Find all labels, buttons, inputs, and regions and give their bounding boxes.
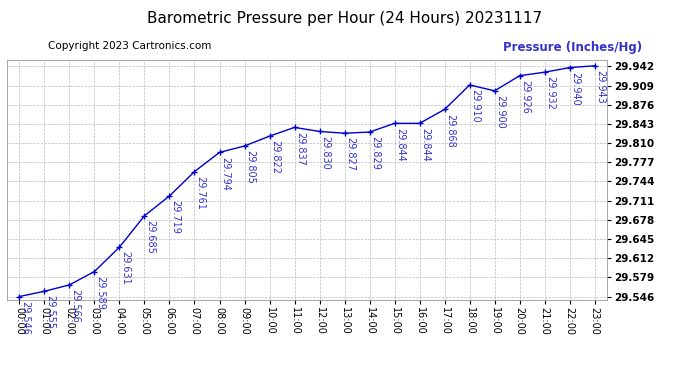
Text: 29.794: 29.794: [220, 157, 230, 190]
Text: 29.844: 29.844: [395, 128, 405, 161]
Text: 29.685: 29.685: [145, 220, 155, 254]
Text: 29.546: 29.546: [20, 301, 30, 334]
Text: 29.761: 29.761: [195, 176, 205, 210]
Text: 29.555: 29.555: [45, 296, 55, 330]
Text: 29.830: 29.830: [320, 136, 330, 170]
Text: 29.719: 29.719: [170, 200, 180, 234]
Text: 29.910: 29.910: [470, 89, 480, 123]
Text: 29.829: 29.829: [370, 136, 380, 170]
Text: 29.844: 29.844: [420, 128, 430, 161]
Text: 29.837: 29.837: [295, 132, 305, 165]
Text: 29.868: 29.868: [445, 114, 455, 147]
Text: 29.589: 29.589: [95, 276, 105, 310]
Text: 29.900: 29.900: [495, 95, 505, 129]
Text: 29.932: 29.932: [545, 76, 555, 110]
Text: Pressure (Inches/Hg): Pressure (Inches/Hg): [502, 41, 642, 54]
Text: Copyright 2023 Cartronics.com: Copyright 2023 Cartronics.com: [48, 41, 212, 51]
Text: 29.566: 29.566: [70, 289, 80, 323]
Text: 29.827: 29.827: [345, 137, 355, 171]
Text: 29.926: 29.926: [520, 80, 530, 114]
Text: Barometric Pressure per Hour (24 Hours) 20231117: Barometric Pressure per Hour (24 Hours) …: [148, 11, 542, 26]
Text: 29.805: 29.805: [245, 150, 255, 184]
Text: 29.822: 29.822: [270, 140, 280, 174]
Text: 29.940: 29.940: [570, 72, 580, 105]
Text: 29.631: 29.631: [120, 251, 130, 285]
Text: 29.943: 29.943: [595, 70, 605, 104]
